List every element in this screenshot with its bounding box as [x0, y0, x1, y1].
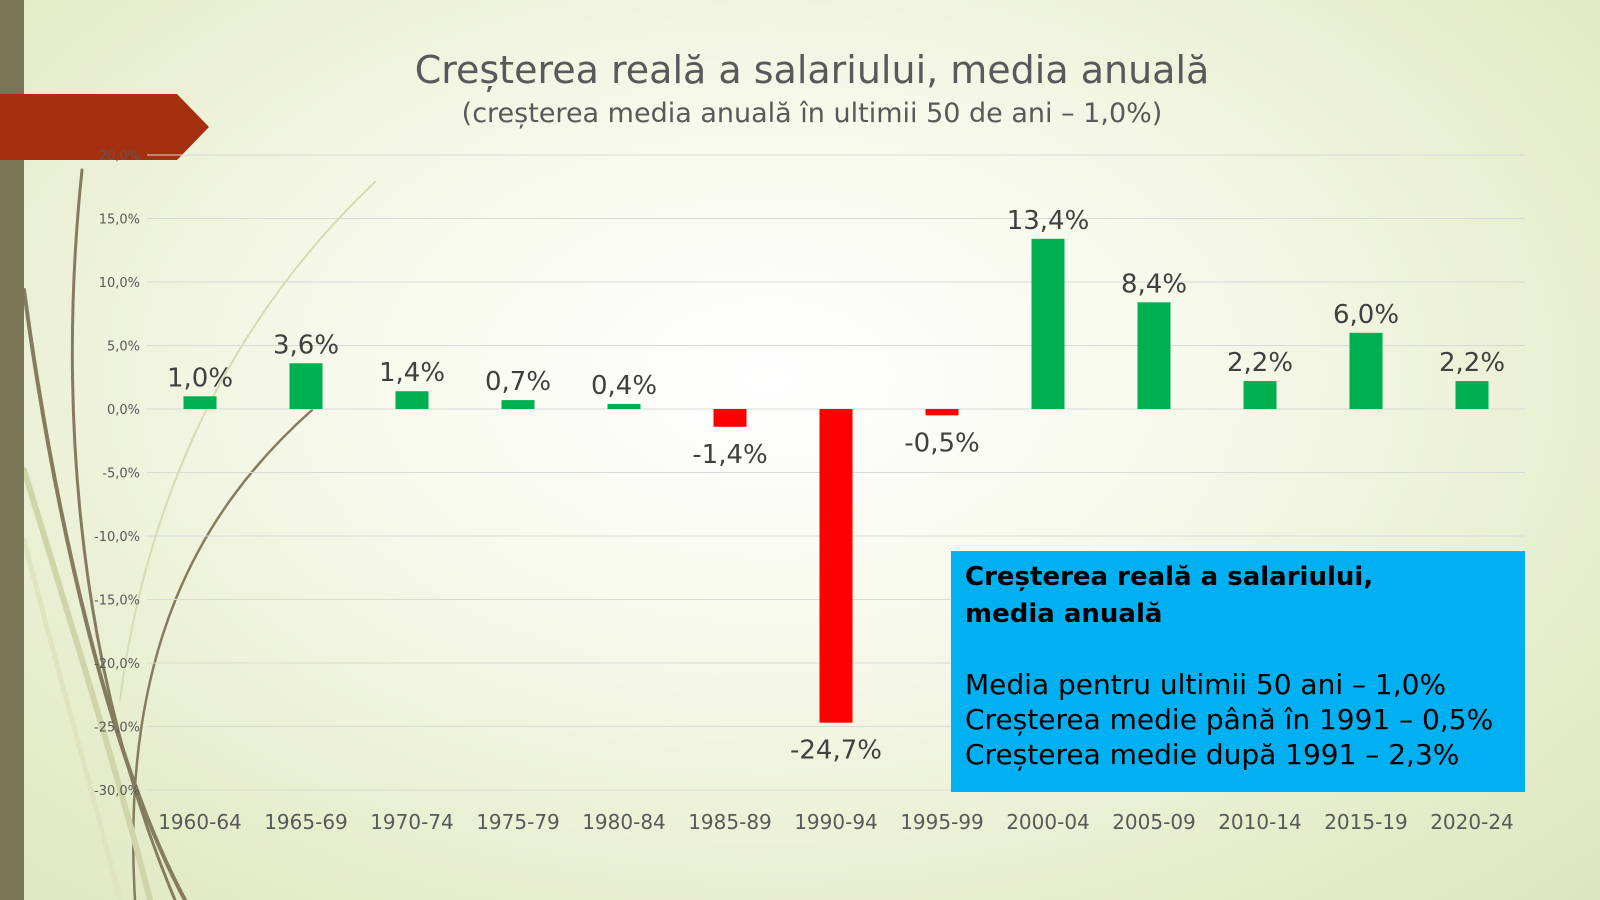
bar [501, 400, 535, 409]
x-tick-label: 2005-09 [1112, 810, 1196, 834]
x-tick-label: 1975-79 [476, 810, 560, 834]
x-tick-label: 1990-94 [794, 810, 878, 834]
bar [1137, 302, 1171, 409]
data-label: -24,7% [790, 736, 882, 766]
chart-subtitle: (creșterea media anuală în ultimii 50 de… [461, 98, 1163, 129]
bar [925, 409, 959, 416]
bar [1455, 381, 1489, 409]
info-box-spacer [965, 633, 1511, 667]
bar [1031, 238, 1065, 409]
x-tick-label: 1980-84 [582, 810, 666, 834]
data-label: 2,2% [1227, 348, 1293, 378]
x-tick-label: 1995-99 [900, 810, 984, 834]
y-tick-label: 20,0% [99, 149, 140, 164]
bar [713, 409, 747, 427]
data-label: 0,7% [485, 367, 551, 397]
bar [607, 403, 641, 409]
data-label: 3,6% [273, 330, 339, 360]
accent-arrow [0, 94, 209, 160]
y-tick-label: -20,0% [94, 657, 140, 672]
bar [1349, 332, 1383, 409]
x-tick-label: 2020-24 [1430, 810, 1514, 834]
y-tick-label: 10,0% [99, 276, 140, 291]
data-label: 1,4% [379, 358, 445, 388]
info-box-line3: Creșterea medie după 1991 – 2,3% [965, 738, 1460, 771]
data-label: 6,0% [1333, 300, 1399, 330]
bar [1243, 381, 1277, 409]
data-label: 2,2% [1439, 348, 1505, 378]
x-tick-label: 1985-89 [688, 810, 772, 834]
bar [819, 409, 853, 723]
decor-swirl-6 [21, 537, 123, 900]
y-tick-label: 5,0% [107, 340, 140, 355]
info-box: Creșterea reală a salariului, media anua… [951, 551, 1525, 792]
x-tick-label: 2010-14 [1218, 810, 1302, 834]
info-box-line1: Media pentru ultimii 50 ani – 1,0% [965, 668, 1447, 701]
y-tick-label: 0,0% [107, 403, 140, 418]
info-box-heading-line2: media anuală [965, 599, 1163, 629]
data-label: -1,4% [692, 440, 767, 470]
x-tick-label: 1965-69 [264, 810, 348, 834]
data-label: 1,0% [167, 363, 233, 393]
y-tick-label: -15,0% [94, 594, 140, 609]
y-tick-label: -25,0% [94, 721, 140, 736]
info-box-heading-line1: Creșterea reală a salariului, [965, 562, 1374, 592]
decor-swirl-5 [21, 467, 153, 900]
x-tick-label: 1960-64 [158, 810, 242, 834]
y-tick-label: -5,0% [102, 467, 140, 482]
data-label: 13,4% [1007, 206, 1090, 236]
bar [183, 396, 217, 409]
data-label: 8,4% [1121, 269, 1187, 299]
x-tick-label: 1970-74 [370, 810, 454, 834]
chart-title: Creșterea reală a salariului, media anua… [414, 48, 1210, 92]
y-tick-label: -30,0% [94, 784, 140, 799]
data-label: 0,4% [591, 371, 657, 401]
y-tick-label: -10,0% [94, 530, 140, 545]
x-tick-label: 2015-19 [1324, 810, 1408, 834]
data-label: -0,5% [904, 428, 979, 458]
bar [289, 363, 323, 409]
bar [395, 391, 429, 409]
decor-swirl-3 [131, 408, 314, 900]
decor-swirl-2 [22, 288, 187, 900]
info-box-line2: Creșterea medie până în 1991 – 0,5% [965, 703, 1494, 736]
x-tick-label: 2000-04 [1006, 810, 1090, 834]
y-tick-label: 15,0% [99, 213, 140, 228]
